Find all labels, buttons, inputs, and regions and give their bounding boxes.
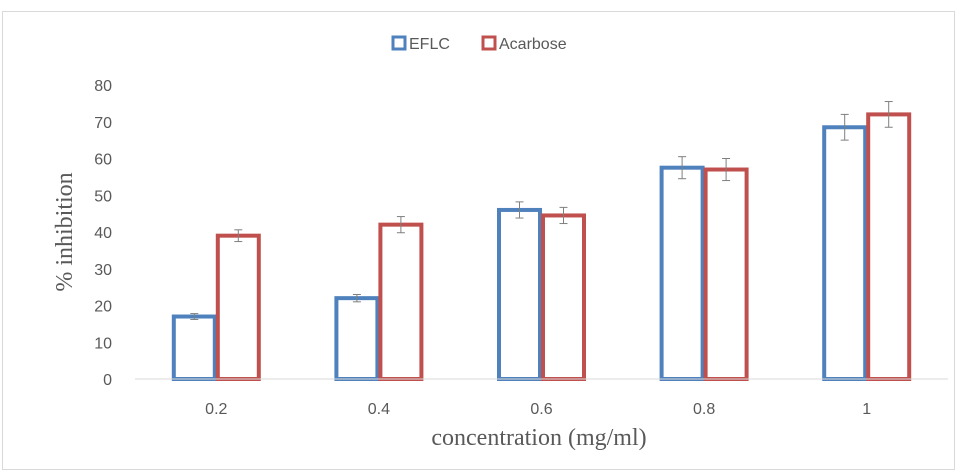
y-tick-label: 80 <box>94 78 112 95</box>
bar-acarbose-1 <box>866 112 912 382</box>
bar-group <box>171 112 912 382</box>
x-tick-label: 0.8 <box>693 401 715 418</box>
bar-acarbose-0.2 <box>215 233 261 381</box>
error-bar-group <box>190 101 893 320</box>
y-tick-label: 10 <box>94 335 112 352</box>
y-axis-title: % inhibition <box>52 172 78 291</box>
bar-eflc-0.6 <box>497 207 542 381</box>
legend-item-acarbose: Acarbose <box>481 35 567 53</box>
legend-item-eflc: EFLC <box>391 35 450 53</box>
x-axis-ticks: 0.2 0.4 0.6 0.8 1 <box>205 401 871 418</box>
bar-eflc-1 <box>822 125 868 381</box>
bar-eflc-0.2 <box>171 314 217 381</box>
chart-frame <box>2 11 955 470</box>
y-tick-label: 30 <box>94 262 112 279</box>
bar-eflc-0.8 <box>659 165 705 381</box>
bar-acarbose-0.8 <box>703 167 749 381</box>
y-tick-label: 50 <box>94 188 112 205</box>
y-tick-label: 0 <box>103 372 112 389</box>
bar-acarbose-0.6 <box>541 213 586 381</box>
x-tick-label: 0.4 <box>368 401 390 418</box>
x-axis-title: concentration (mg/ml) <box>431 425 646 451</box>
bar-eflc-0.4 <box>334 296 380 381</box>
legend: EFLC Acarbose <box>391 35 567 53</box>
y-tick-label: 70 <box>94 115 112 132</box>
legend-swatch-eflc <box>391 35 407 51</box>
y-tick-label: 40 <box>94 225 112 242</box>
x-tick-label: 1 <box>862 401 871 418</box>
y-axis-ticks: 0 10 20 30 40 50 60 70 80 <box>94 78 112 389</box>
x-tick-label: 0.6 <box>530 401 552 418</box>
legend-label-eflc: EFLC <box>409 36 450 53</box>
legend-label-acarbose: Acarbose <box>499 36 567 53</box>
x-tick-label: 0.2 <box>205 401 227 418</box>
bar-acarbose-0.4 <box>378 222 424 381</box>
y-tick-label: 20 <box>94 299 112 316</box>
legend-swatch-acarbose <box>481 35 497 51</box>
y-tick-label: 60 <box>94 152 112 169</box>
